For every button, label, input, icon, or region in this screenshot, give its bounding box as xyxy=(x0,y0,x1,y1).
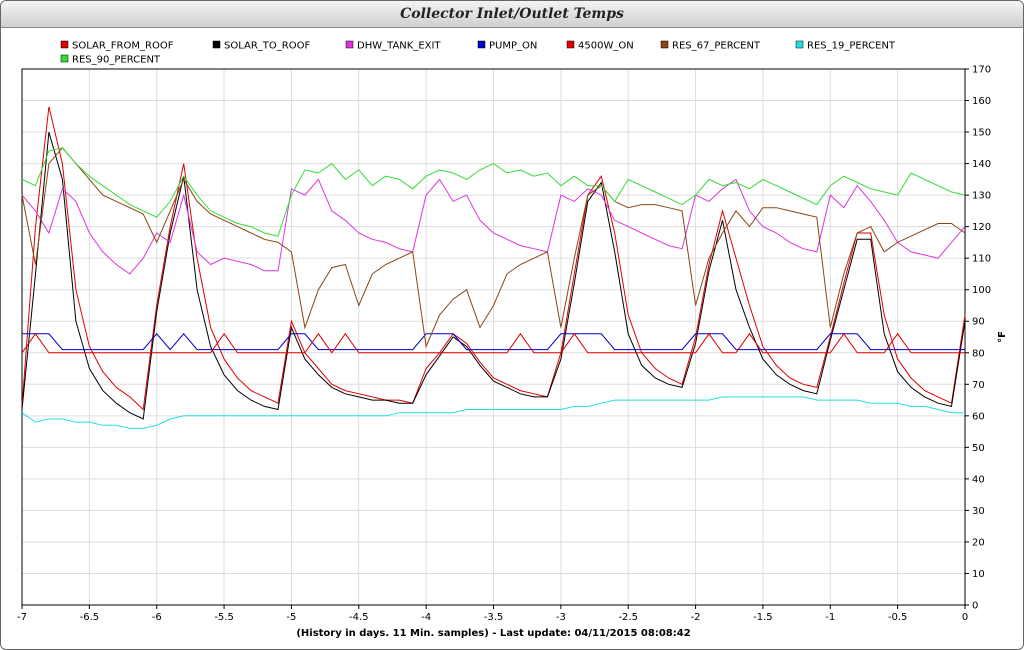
legend-swatch xyxy=(660,40,669,49)
legend-swatch xyxy=(60,40,69,49)
y-tick-label: 80 xyxy=(972,348,985,359)
legend-label: SOLAR_TO_ROOF xyxy=(224,41,310,52)
series-line xyxy=(22,333,965,351)
legend-swatch xyxy=(566,40,575,49)
x-tick-label: -0.5 xyxy=(888,612,908,623)
legend-label: DHW_TANK_EXIT xyxy=(357,41,441,52)
x-axis-label: (History in days. 11 Min. samples) - Las… xyxy=(296,628,690,639)
x-tick-label: -4 xyxy=(421,612,431,623)
y-tick-label: 90 xyxy=(972,317,985,328)
series-line xyxy=(21,131,966,420)
series-line xyxy=(21,147,966,349)
x-tick-label: -7 xyxy=(17,612,27,623)
title-bar: Collector Inlet/Outlet Temps xyxy=(1,1,1023,28)
legend-label: PUMP_ON xyxy=(489,41,537,52)
y-tick-label: 10 xyxy=(972,569,985,580)
x-tick-label: -5 xyxy=(286,612,296,623)
x-tick-label: -2.5 xyxy=(618,612,638,623)
y-tick-label: 20 xyxy=(972,537,985,548)
legend-label: RES_67_PERCENT xyxy=(672,41,761,52)
x-tick-label: -2 xyxy=(691,612,701,623)
x-tick-label: -6 xyxy=(152,612,162,623)
chart-title: Collector Inlet/Outlet Temps xyxy=(400,6,624,22)
legend-label: RES_19_PERCENT xyxy=(807,41,896,52)
y-tick-label: 160 xyxy=(972,96,991,107)
y-tick-label: 120 xyxy=(972,222,991,233)
legend-label: 4500W_ON xyxy=(578,41,634,52)
series-line xyxy=(21,396,965,429)
y-tick-label: 140 xyxy=(972,159,991,170)
y-tick-label: 70 xyxy=(972,380,985,391)
chart: 0 10 20 30 40 50 60 70 80 90 100 110 120 130 140 150 160… xyxy=(17,40,1008,640)
y-tick-label: 0 xyxy=(972,601,978,612)
y-axis-label: °F xyxy=(997,331,1008,343)
x-tick-label: -6.5 xyxy=(80,612,100,623)
x-tick-label: -1.5 xyxy=(753,612,773,623)
plot-frame xyxy=(21,68,966,606)
x-tick-label: -5.5 xyxy=(214,612,234,623)
legend-swatch xyxy=(477,40,486,49)
x-tick-label: -3.5 xyxy=(484,612,504,623)
y-tick-label: 40 xyxy=(972,474,985,485)
series-line xyxy=(21,332,965,354)
y-tick-label: 50 xyxy=(972,443,985,454)
y-tick-label: 60 xyxy=(972,411,985,422)
legend-swatch xyxy=(212,40,221,49)
legend-swatch xyxy=(60,54,69,63)
y-tick-label: 100 xyxy=(972,285,991,296)
legend-label: RES_90_PERCENT xyxy=(72,55,161,66)
y-tick-label: 110 xyxy=(972,254,991,265)
y-tick-label: 170 xyxy=(972,65,991,76)
series-line xyxy=(21,178,966,275)
x-tick-label: -3 xyxy=(556,612,566,623)
y-tick-label: 130 xyxy=(972,191,991,202)
x-tick-label: -4.5 xyxy=(349,612,369,623)
series-line xyxy=(21,147,966,237)
y-tick-label: 30 xyxy=(972,506,985,517)
legend-swatch xyxy=(345,40,354,49)
legend-label: SOLAR_FROM_ROOF xyxy=(72,41,174,52)
x-tick-label: -1 xyxy=(825,612,835,623)
y-tick-label: 150 xyxy=(972,128,991,139)
legend-swatch xyxy=(795,40,804,49)
x-tick-label: 0 xyxy=(962,612,968,623)
